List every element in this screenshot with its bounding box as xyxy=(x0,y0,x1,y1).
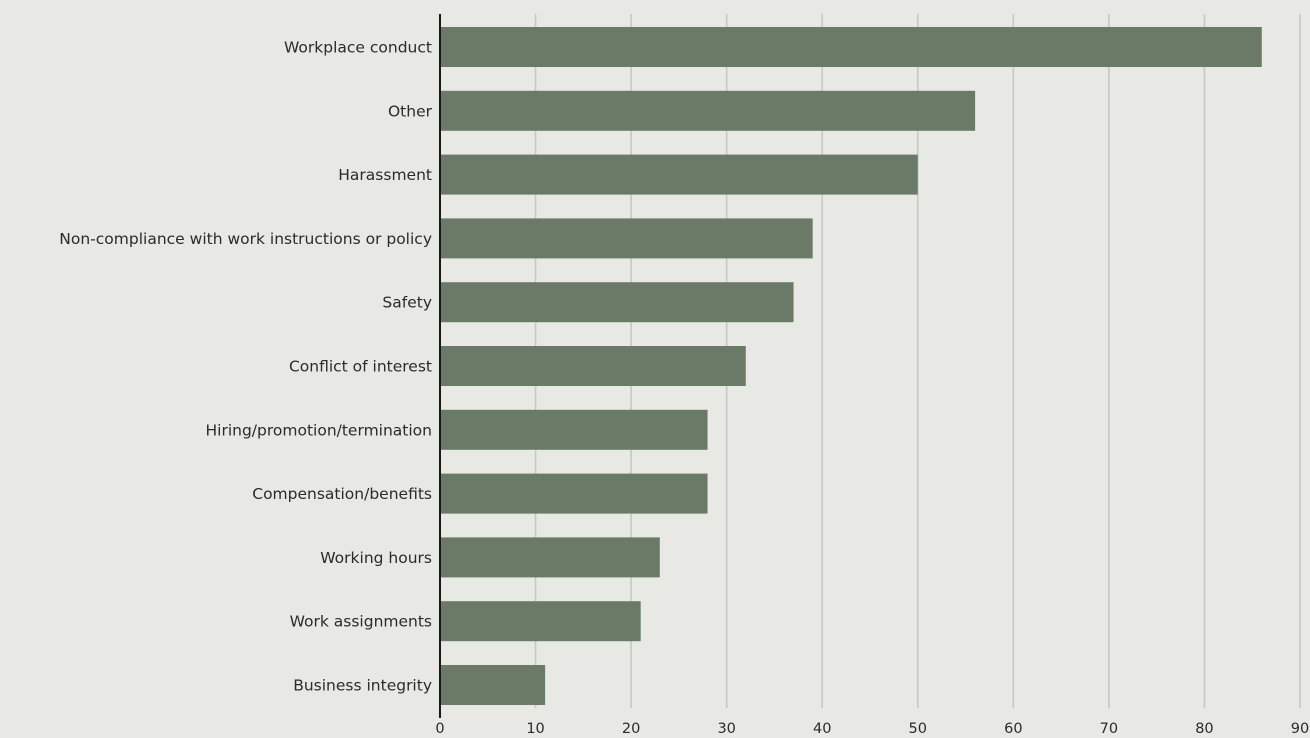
x-tick-label: 90 xyxy=(1291,721,1309,737)
category-label: Compensation/benefits xyxy=(252,485,432,503)
x-tick-label: 50 xyxy=(909,721,927,737)
bar xyxy=(440,282,794,323)
category-label: Other xyxy=(388,102,433,120)
category-label: Business integrity xyxy=(293,677,432,695)
category-label: Work assignments xyxy=(290,613,432,631)
bar xyxy=(440,154,918,195)
category-label: Harassment xyxy=(338,166,432,184)
bar xyxy=(440,601,641,642)
bar xyxy=(440,537,660,578)
x-tick-labels: 0 10 20 30 40 50 60 70 80 90 xyxy=(435,721,1309,737)
category-label: Hiring/promotion/termination xyxy=(205,421,432,439)
bar xyxy=(440,218,813,259)
x-tick-label: 70 xyxy=(1100,721,1118,737)
x-tick-label: 60 xyxy=(1004,721,1022,737)
category-labels: Workplace conduct Other Harassment Non-comp… xyxy=(59,39,432,695)
category-label: Safety xyxy=(382,294,432,312)
category-label: Working hours xyxy=(320,549,432,567)
category-label: Conflict of interest xyxy=(289,358,432,376)
bars xyxy=(440,27,1262,705)
category-label: Non-compliance with work instructions or… xyxy=(59,230,432,248)
bar xyxy=(440,665,546,705)
bar xyxy=(440,346,746,386)
x-tick-label: 0 xyxy=(435,721,444,737)
bar xyxy=(440,409,708,450)
bar xyxy=(440,27,1262,67)
bar xyxy=(440,473,708,514)
category-label: Workplace conduct xyxy=(284,39,432,57)
x-tick-label: 30 xyxy=(717,721,735,737)
x-tick-label: 10 xyxy=(526,721,544,737)
x-tick-label: 80 xyxy=(1195,721,1213,737)
x-tick-label: 40 xyxy=(813,721,831,737)
bar xyxy=(440,90,976,131)
x-tick-label: 20 xyxy=(622,721,640,737)
